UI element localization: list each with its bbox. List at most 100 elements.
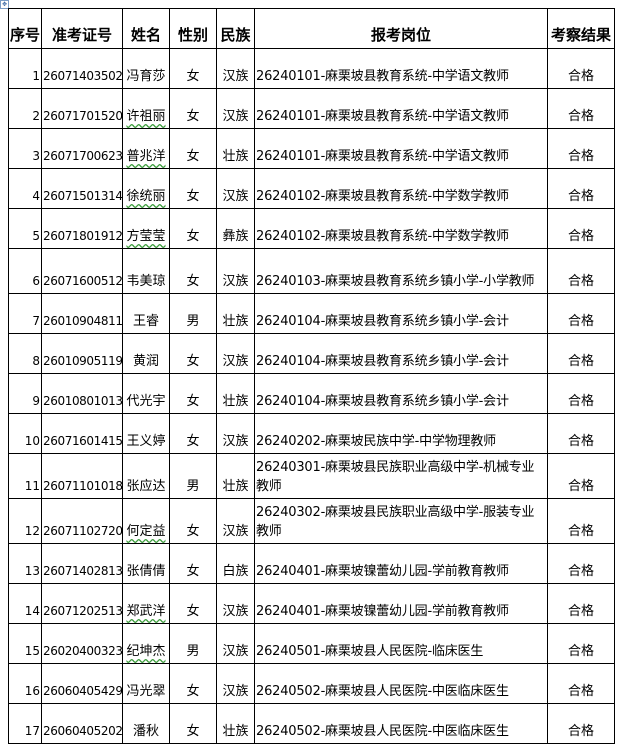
row-result-text: 合格 — [567, 394, 594, 409]
row-seq-text: 11 — [24, 479, 40, 493]
row-ethnicity-text: 壮族 — [222, 394, 249, 409]
row-gender: 女 — [169, 543, 217, 584]
row-position-text: 26240401-麻栗坡镍蕾幼儿园-学前教育教师 — [256, 604, 509, 619]
row-exam-id-text: 26071600512 — [43, 274, 123, 288]
row-position: 26240101-麻栗坡县教育系统-中学语文教师 — [254, 48, 548, 89]
row-seq-text: 6 — [32, 274, 40, 288]
row-seq-text: 17 — [24, 724, 40, 738]
row-result: 合格 — [547, 583, 615, 624]
row-seq-text: 14 — [24, 604, 40, 618]
row-seq-text: 12 — [24, 524, 40, 538]
row-ethnicity: 汉族 — [216, 623, 255, 664]
row-exam-id-text: 26010801013 — [43, 394, 123, 408]
row-name: 何定益 — [122, 498, 170, 544]
row-exam-id: 26020400323 — [41, 623, 123, 664]
row-gender-text: 女 — [186, 109, 200, 124]
row-gender: 女 — [169, 413, 217, 454]
row-seq: 15 — [8, 623, 42, 664]
row-position: 26240302-麻栗坡县民族职业高级中学-服装专业教师 — [254, 498, 548, 544]
table-row: 6 26071600512 韦美琼 女 汉族 26240103-麻栗坡县教育系统乡镇小学-… — [8, 248, 615, 294]
row-ethnicity-text: 汉族 — [222, 69, 249, 84]
row-ethnicity: 壮族 — [216, 128, 255, 169]
row-name: 冯光翠 — [122, 663, 170, 704]
row-position-text: 26240301-麻栗坡县民族职业高级中学-机械专业教师 — [256, 460, 535, 494]
row-exam-id-text: 26071402813 — [43, 564, 123, 578]
row-position: 26240101-麻栗坡县教育系统-中学语文教师 — [254, 88, 548, 129]
row-result-text: 合格 — [567, 604, 594, 619]
row-name: 冯育莎 — [122, 48, 170, 89]
row-name-text: 潘秋 — [132, 724, 159, 739]
row-position: 26240501-麻栗坡县人民医院-临床医生 — [254, 623, 548, 664]
row-position: 26240101-麻栗坡县教育系统-中学语文教师 — [254, 128, 548, 169]
row-exam-id: 26071101018 — [41, 453, 123, 499]
results-table: 序号 准考证号 姓名 性别 民族 报考岗位 考察结果 1 26071403502 冯… — [8, 8, 615, 744]
table-row: 10 26071601415 王义婷 女 汉族 26240202-麻栗坡民族中学-中学物理… — [8, 413, 615, 454]
row-result-text: 合格 — [567, 564, 594, 579]
row-gender-text: 女 — [186, 524, 200, 539]
row-result-text: 合格 — [567, 434, 594, 449]
table-move-handle-icon[interactable]: ✥ — [0, 0, 9, 9]
row-gender-text: 女 — [186, 69, 200, 84]
row-gender: 女 — [169, 168, 217, 209]
row-ethnicity: 汉族 — [216, 413, 255, 454]
row-ethnicity: 彝族 — [216, 208, 255, 249]
row-exam-id-text: 26010904811 — [43, 314, 123, 328]
row-position-text: 26240302-麻栗坡县民族职业高级中学-服装专业教师 — [256, 505, 535, 539]
row-ethnicity-text: 壮族 — [222, 149, 249, 164]
row-seq: 1 — [8, 48, 42, 89]
row-result: 合格 — [547, 498, 615, 544]
row-result-text: 合格 — [567, 524, 594, 539]
row-exam-id-text: 26060405429 — [43, 684, 123, 698]
row-name: 张倩倩 — [122, 543, 170, 584]
row-gender: 男 — [169, 293, 217, 334]
row-ethnicity: 壮族 — [216, 373, 255, 414]
table-row: 9 26010801013 代光宇 女 壮族 26240104-麻栗坡县教育系统乡镇小学-… — [8, 373, 615, 414]
row-position: 26240102-麻栗坡县教育系统-中学数学教师 — [254, 168, 548, 209]
header-gender: 性别 — [169, 8, 217, 49]
row-ethnicity-text: 汉族 — [222, 524, 249, 539]
row-seq: 12 — [8, 498, 42, 544]
row-seq: 9 — [8, 373, 42, 414]
row-seq-text: 4 — [32, 189, 40, 203]
row-exam-id: 26071403502 — [41, 48, 123, 89]
row-ethnicity-text: 汉族 — [222, 354, 249, 369]
row-seq-text: 3 — [32, 149, 40, 163]
row-result: 合格 — [547, 88, 615, 129]
row-position: 26240401-麻栗坡镍蕾幼儿园-学前教育教师 — [254, 583, 548, 624]
table-row: 11 26071101018 张应达 男 壮族 26240301-麻栗坡县民族职业高级中学… — [8, 453, 615, 499]
row-ethnicity-text: 汉族 — [222, 644, 249, 659]
row-exam-id: 26010904811 — [41, 293, 123, 334]
row-seq: 14 — [8, 583, 42, 624]
row-seq: 16 — [8, 663, 42, 704]
row-seq: 11 — [8, 453, 42, 499]
row-ethnicity: 壮族 — [216, 453, 255, 499]
row-name-text: 方莹莹 — [126, 229, 166, 244]
row-name: 方莹莹 — [122, 208, 170, 249]
row-exam-id: 26071701520 — [41, 88, 123, 129]
table-row: 5 26071801912 方莹莹 女 彝族 26240102-麻栗坡县教育系统-中学数学… — [8, 208, 615, 249]
row-exam-id-text: 26071101018 — [43, 479, 123, 493]
row-seq-text: 8 — [32, 354, 40, 368]
header-ethnicity: 民族 — [216, 8, 255, 49]
row-name-text: 许祖丽 — [126, 109, 166, 124]
header-name: 姓名 — [122, 8, 170, 49]
row-ethnicity-text: 汉族 — [222, 604, 249, 619]
row-exam-id: 26071501314 — [41, 168, 123, 209]
row-name: 韦美琼 — [122, 248, 170, 294]
row-seq: 5 — [8, 208, 42, 249]
row-gender: 女 — [169, 373, 217, 414]
row-result: 合格 — [547, 543, 615, 584]
row-name: 潘秋 — [122, 703, 170, 744]
row-position-text: 26240102-麻栗坡县教育系统-中学数学教师 — [256, 229, 509, 244]
row-result-text: 合格 — [567, 109, 594, 124]
row-result: 合格 — [547, 663, 615, 704]
row-ethnicity: 汉族 — [216, 583, 255, 624]
row-ethnicity-text: 壮族 — [222, 479, 249, 494]
row-name: 许祖丽 — [122, 88, 170, 129]
row-name-text: 黄润 — [132, 354, 159, 369]
row-gender-text: 女 — [186, 189, 200, 204]
table-row: 13 26071402813 张倩倩 女 白族 26240401-麻栗坡镍蕾幼儿园-学前教… — [8, 543, 615, 584]
row-seq-text: 7 — [32, 314, 40, 328]
row-result: 合格 — [547, 703, 615, 744]
row-name: 黄润 — [122, 333, 170, 374]
